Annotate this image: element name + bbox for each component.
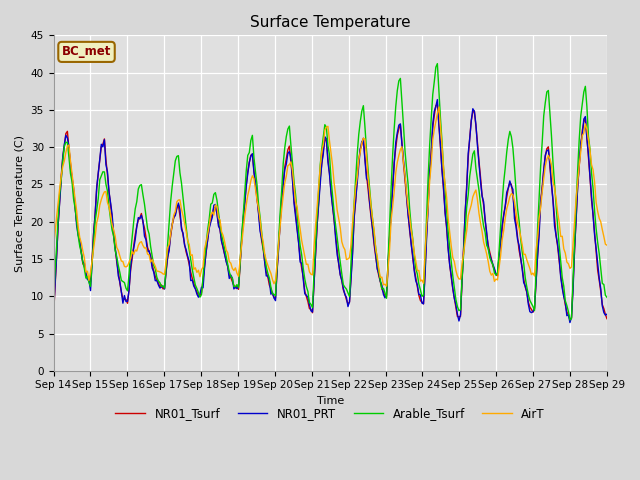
NR01_Tsurf: [50, 313, 58, 319]
NR01_Tsurf: [214, 221, 222, 227]
Y-axis label: Surface Temperature (C): Surface Temperature (C): [15, 134, 25, 272]
AirT: [292, 199, 300, 204]
NR01_Tsurf: [118, 289, 125, 295]
AirT: [50, 244, 58, 250]
Text: BC_met: BC_met: [62, 46, 111, 59]
Arable_Tsurf: [118, 277, 125, 283]
Legend: NR01_Tsurf, NR01_PRT, Arable_Tsurf, AirT: NR01_Tsurf, NR01_PRT, Arable_Tsurf, AirT: [111, 403, 550, 425]
X-axis label: Time: Time: [317, 396, 344, 406]
NR01_Tsurf: [433, 102, 441, 108]
Arable_Tsurf: [575, 137, 583, 143]
NR01_Tsurf: [575, 163, 583, 169]
Line: NR01_Tsurf: NR01_Tsurf: [54, 105, 607, 320]
Line: NR01_PRT: NR01_PRT: [54, 99, 607, 323]
NR01_Tsurf: [233, 283, 241, 288]
Line: AirT: AirT: [54, 107, 607, 286]
NR01_PRT: [214, 223, 222, 229]
AirT: [603, 242, 611, 248]
Arable_Tsurf: [603, 294, 611, 300]
AirT: [435, 104, 443, 110]
Arable_Tsurf: [292, 192, 300, 197]
NR01_Tsurf: [292, 210, 300, 216]
AirT: [214, 215, 222, 221]
AirT: [233, 270, 241, 276]
NR01_PRT: [603, 312, 611, 317]
NR01_PRT: [292, 214, 300, 219]
NR01_PRT: [50, 312, 58, 317]
Arable_Tsurf: [233, 282, 241, 288]
NR01_PRT: [243, 184, 250, 190]
NR01_Tsurf: [603, 316, 611, 322]
NR01_Tsurf: [566, 317, 574, 323]
Title: Surface Temperature: Surface Temperature: [250, 15, 410, 30]
Arable_Tsurf: [243, 168, 250, 174]
NR01_PRT: [566, 320, 574, 325]
Arable_Tsurf: [214, 209, 222, 215]
Arable_Tsurf: [566, 317, 574, 323]
Arable_Tsurf: [433, 61, 441, 67]
AirT: [383, 283, 390, 289]
NR01_Tsurf: [243, 182, 250, 188]
AirT: [118, 258, 125, 264]
NR01_PRT: [433, 96, 441, 102]
AirT: [243, 202, 250, 208]
Line: Arable_Tsurf: Arable_Tsurf: [54, 64, 607, 320]
NR01_PRT: [575, 162, 583, 168]
NR01_PRT: [118, 289, 125, 295]
AirT: [575, 163, 583, 168]
NR01_PRT: [233, 286, 241, 291]
Arable_Tsurf: [50, 298, 58, 303]
